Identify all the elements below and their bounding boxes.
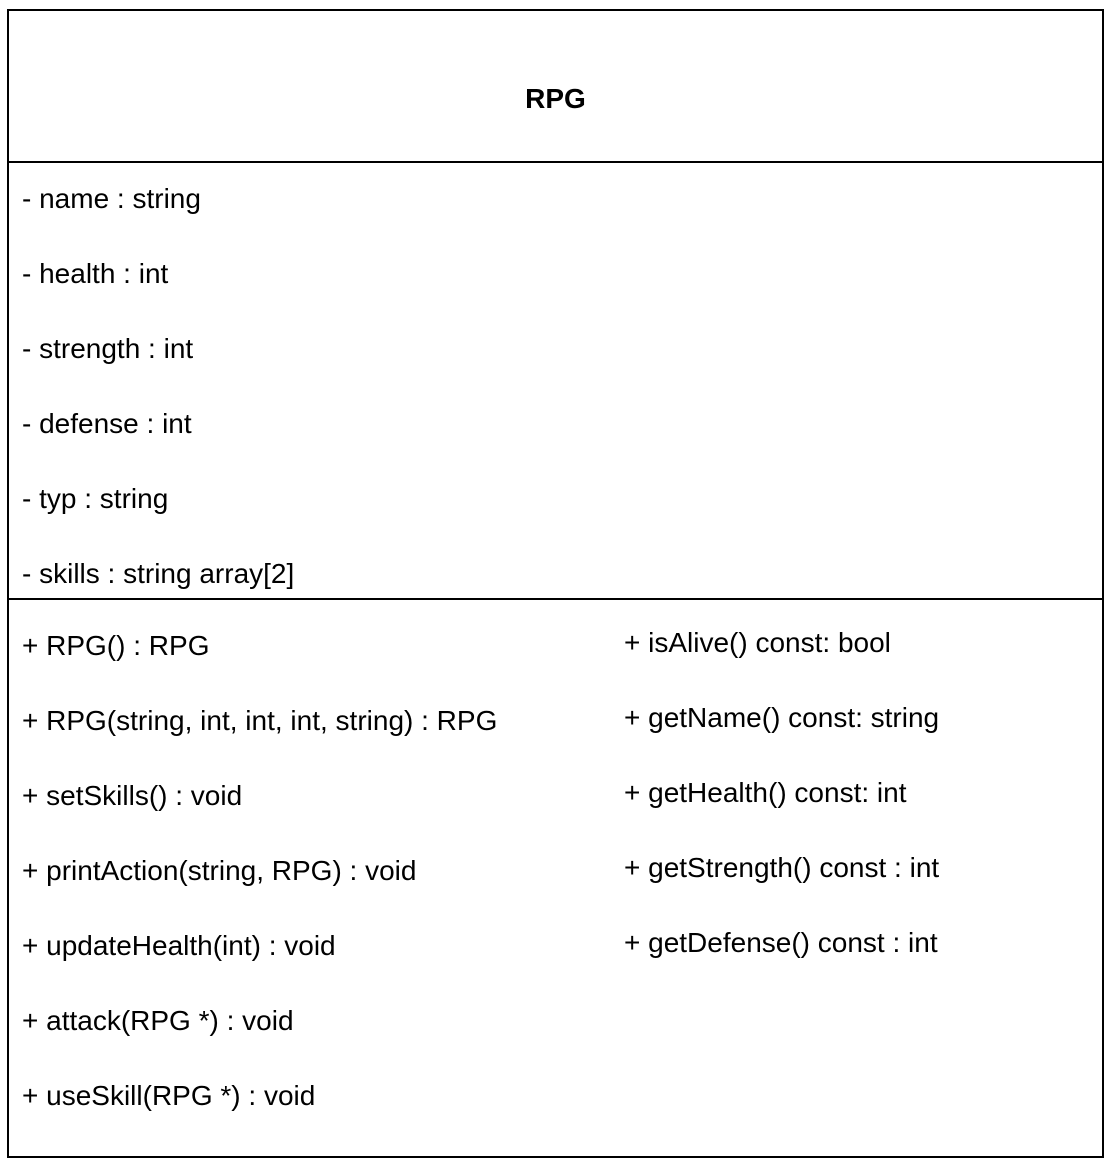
attribute-item: - skills : string array[2] [22,558,295,589]
attribute-item: - defense : int [22,408,192,439]
method-item: + setSkills() : void [22,780,243,811]
method-item: + RPG(string, int, int, int, string) : R… [22,705,498,736]
attribute-item: - typ : string [22,483,169,514]
class-name: RPG [525,83,586,114]
method-item: + getDefense() const : int [624,927,938,958]
uml-class-box: RPG - name : string - health : int - str… [7,9,1104,1158]
attributes-compartment: - name : string - health : int - strengt… [9,163,1102,600]
method-item: + printAction(string, RPG) : void [22,855,417,886]
attribute-item: - health : int [22,258,169,289]
method-item: + attack(RPG *) : void [22,1005,294,1036]
attribute-item: - strength : int [22,333,194,364]
method-item: + getName() const: string [624,702,940,733]
method-item: + useSkill(RPG *) : void [22,1080,316,1111]
method-item: + updateHealth(int) : void [22,930,336,961]
method-item: + getHealth() const: int [624,777,907,808]
class-name-compartment: RPG [9,11,1102,163]
methods-compartment: + RPG() : RPG + RPG(string, int, int, in… [9,600,1102,1158]
method-item: + RPG() : RPG [22,630,210,661]
attribute-item: - name : string [22,183,201,214]
method-item: + getStrength() const : int [624,852,940,883]
method-item: + isAlive() const: bool [624,627,891,658]
